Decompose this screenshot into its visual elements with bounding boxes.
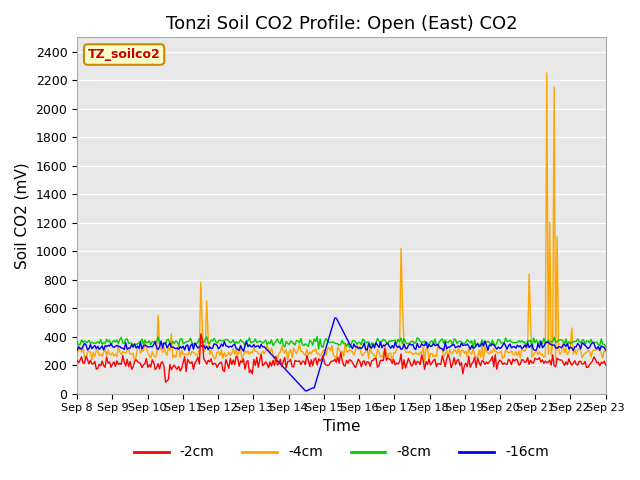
Title: Tonzi Soil CO2 Profile: Open (East) CO2: Tonzi Soil CO2 Profile: Open (East) CO2 [166,15,517,33]
Legend: -2cm, -4cm, -8cm, -16cm: -2cm, -4cm, -8cm, -16cm [129,440,554,465]
Y-axis label: Soil CO2 (mV): Soil CO2 (mV) [15,162,30,269]
X-axis label: Time: Time [323,419,360,434]
Text: TZ_soilco2: TZ_soilco2 [88,48,161,61]
